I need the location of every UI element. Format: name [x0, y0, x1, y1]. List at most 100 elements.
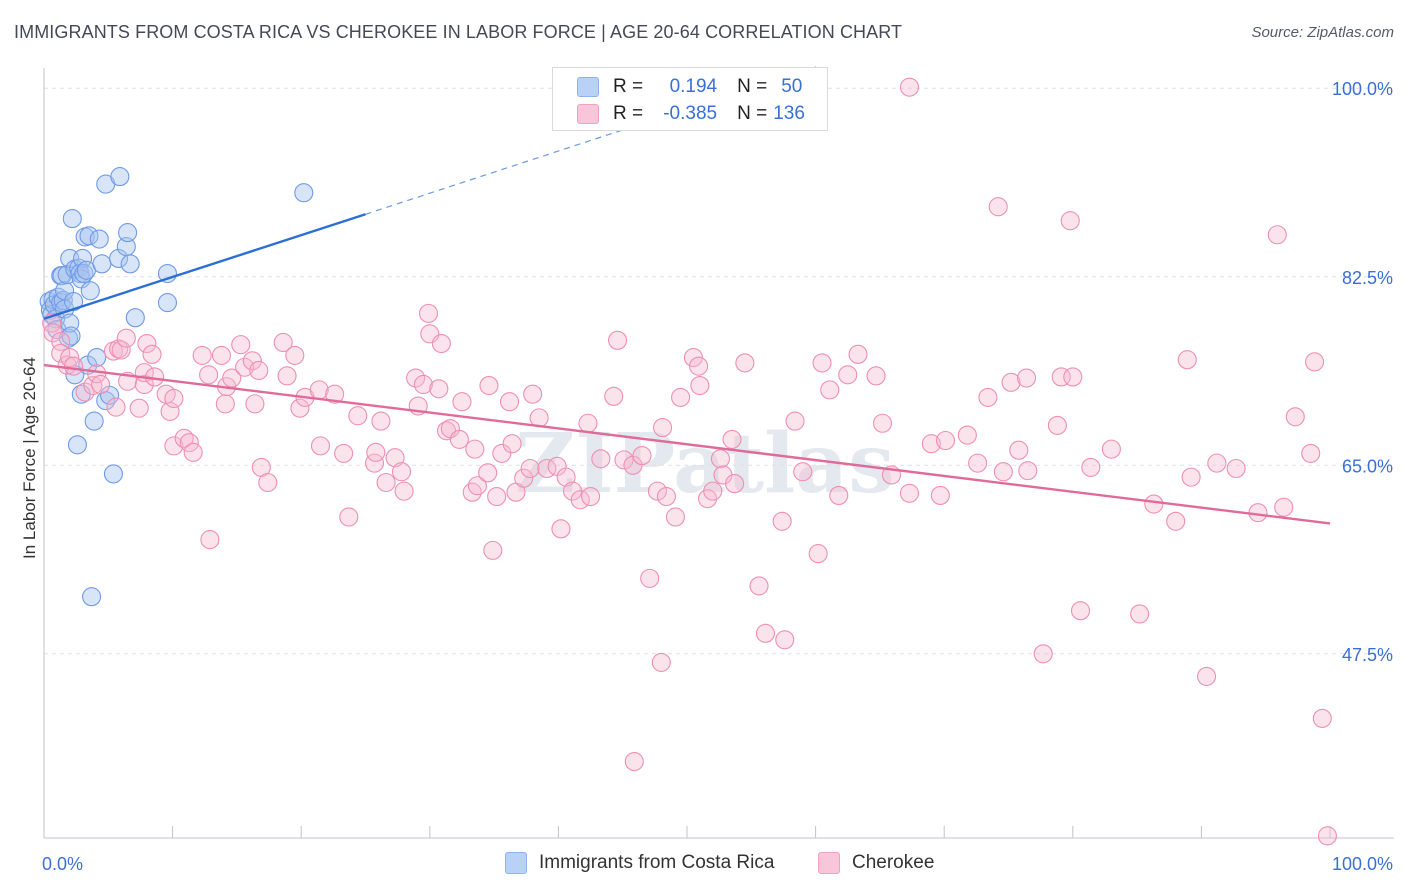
cherokee-point — [653, 418, 673, 438]
cherokee-point — [348, 406, 368, 426]
legend-series-name: Cherokee — [852, 852, 935, 873]
cherokee-point — [1060, 211, 1080, 231]
cherokee-point — [129, 398, 149, 418]
cherokee-point — [772, 511, 792, 531]
cherokee-point — [725, 474, 745, 494]
cherokee-point — [514, 468, 534, 488]
legend-series-name: Immigrants from Costa Rica — [539, 852, 775, 873]
cherokee-point — [656, 486, 676, 507]
y-tick-label: 82.5% — [1342, 268, 1393, 288]
x-tick-label: 0.0% — [42, 854, 83, 874]
cherokee-point — [978, 387, 998, 407]
pink-swatch-icon — [818, 852, 840, 874]
costa-rica-point — [67, 435, 87, 455]
cherokee-point — [142, 344, 162, 364]
cherokee-point — [755, 623, 775, 643]
cherokee-point — [1301, 443, 1321, 463]
cherokee-point — [1207, 453, 1227, 473]
cherokee-point — [968, 453, 988, 473]
cherokee-point — [385, 448, 405, 468]
legend-r-value: -0.385 — [663, 103, 718, 124]
cherokee-point — [775, 630, 795, 650]
cherokee-point — [160, 401, 180, 421]
cherokee-point — [467, 476, 487, 496]
costa-rica-point — [92, 254, 112, 274]
cherokee-point — [1009, 440, 1029, 460]
legend-n-value: 136 — [773, 103, 805, 124]
cherokee-point — [199, 365, 219, 385]
cherokee-point — [624, 751, 644, 772]
legend-r-value: 0.194 — [669, 76, 718, 97]
cherokee-point — [1001, 372, 1021, 392]
y-tick-label: 47.5% — [1342, 645, 1393, 665]
cherokee-point — [371, 411, 391, 431]
y-axis-label: In Labor Force | Age 20-64 — [20, 357, 39, 559]
cherokee-point — [749, 576, 769, 596]
cherokee-point — [1063, 367, 1083, 387]
cherokee-point — [499, 392, 520, 412]
cherokee-point — [164, 388, 184, 409]
costa-rica-point — [87, 347, 107, 368]
cherokee-point — [83, 376, 103, 396]
costa-rica-point — [110, 167, 130, 187]
cherokee-point — [394, 481, 414, 501]
cherokee-point — [838, 365, 858, 385]
cherokee-point — [1018, 461, 1038, 481]
cherokee-point — [462, 482, 482, 502]
blue-swatch-icon — [577, 77, 599, 97]
costa-rica-point — [103, 464, 123, 484]
cherokee-point — [325, 384, 345, 404]
cherokee-point — [710, 449, 730, 469]
cherokee-point — [930, 485, 950, 505]
cherokee-point — [785, 411, 805, 431]
cherokee-point — [242, 351, 262, 371]
cherokee-point — [492, 443, 512, 463]
cherokee-point — [671, 387, 691, 407]
series-legend: Immigrants from Costa Rica Cherokee — [0, 852, 1406, 878]
cherokee-point — [872, 413, 893, 433]
cherokee-point — [106, 397, 126, 417]
costa-rica-point — [61, 326, 81, 346]
cherokee-point — [406, 368, 426, 388]
costa-rica-point — [109, 248, 129, 268]
cherokee-point — [183, 442, 203, 462]
cherokee-point — [608, 330, 628, 350]
costa-rica-point — [89, 229, 109, 249]
cherokee-point — [690, 376, 710, 396]
cherokee-point — [1196, 666, 1217, 686]
cherokee-point — [285, 345, 305, 365]
cherokee-point — [570, 490, 590, 510]
y-tick-label: 100.0% — [1332, 79, 1393, 99]
legend-n-label: N = — [737, 76, 768, 97]
cherokee-point — [483, 540, 503, 560]
cherokee-point — [523, 384, 543, 404]
cherokee-point — [793, 462, 813, 482]
costa-rica-point — [294, 183, 314, 203]
costa-rica-point — [157, 293, 178, 313]
blue-swatch-icon — [505, 852, 527, 874]
cherokee-point — [1081, 457, 1101, 477]
cherokee-point — [1285, 407, 1305, 427]
cherokee-point — [651, 652, 671, 672]
cherokee-point — [899, 77, 920, 97]
cherokee-point — [366, 442, 386, 462]
cherokee-point — [418, 303, 439, 323]
cherokee-point — [245, 394, 265, 414]
cherokee-point — [487, 486, 507, 507]
cherokee-point — [273, 332, 293, 353]
cherokee-point — [1130, 604, 1150, 624]
cherokee-point — [277, 366, 297, 386]
cherokee-point — [556, 467, 576, 487]
cherokee-point — [665, 507, 685, 527]
x-tick-label: 100.0% — [1332, 854, 1393, 874]
cherokee-point — [1305, 352, 1325, 372]
cherokee-point — [51, 343, 71, 363]
cherokee-point — [1274, 497, 1294, 517]
cherokee-point — [449, 429, 469, 449]
cherokee-point — [1166, 511, 1186, 531]
cherokee-point — [957, 425, 977, 445]
cherokee-point — [75, 382, 95, 402]
legend-r-label: R = — [613, 103, 644, 124]
cherokee-point — [339, 507, 359, 527]
